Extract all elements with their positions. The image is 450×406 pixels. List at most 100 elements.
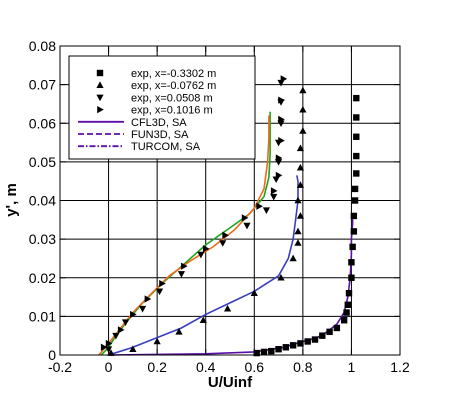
exp-point-series-4 [144,295,152,303]
exp-point-series-1 [345,290,353,297]
exp-point-series-1 [340,317,348,324]
exp-point-series-3 [121,319,130,326]
exp-point-series-1 [344,301,351,308]
exp-point-series-1 [353,94,360,102]
y-tick-label: 0.03 [29,231,56,247]
legend-marker [97,106,104,114]
exp-point-series-3 [197,251,205,259]
exp-point-series-1 [253,349,260,357]
y-tick-label: 0.08 [29,38,56,54]
exp-point-series-2 [199,316,207,324]
exp-point-series-1 [311,336,319,343]
exp-point-series-4 [278,96,285,104]
exp-point-series-4 [275,154,283,162]
exp-point-series-2 [299,86,307,94]
exp-point-series-2 [296,212,305,219]
exp-point-series-1 [351,185,359,193]
exp-point-series-4 [270,187,278,195]
y-tick-label: 0.05 [29,154,56,170]
exp-point-series-3 [262,207,271,214]
legend-marker [96,69,104,77]
y-tick-labels: 0 0.01 0.02 0.03 0.04 0.05 0.06 0.07 0.08 [29,38,56,363]
x-tick-label: 0.2 [147,359,167,375]
exp-point-series-4 [241,214,249,222]
exp-point-series-4 [278,115,285,123]
y-tick-label: 0.04 [29,193,56,209]
exp-point-series-2 [294,196,302,204]
exp-point-series-1 [319,332,326,339]
exp-point-series-3 [155,288,164,296]
exp-point-series-1 [289,342,297,349]
exp-point-series-2 [299,105,307,113]
x-tick-label: -0.2 [48,359,72,375]
exp-point-series-1 [353,170,360,177]
exp-point-series-1 [353,114,360,121]
exp-point-series-2 [129,345,137,353]
legend-label: exp, x=-0.3302 m [131,68,216,80]
exp-point-series-2 [296,181,305,188]
exp-point-series-1 [268,347,275,355]
exp-point-series-1 [349,243,356,251]
exp-point-series-3 [112,332,120,340]
exp-point-series-3 [272,176,280,184]
exp-point-series-4 [278,137,285,145]
y-tick-label: 0.06 [29,115,56,131]
exp-point-series-4 [222,231,229,239]
x-axis-title: U/Uinf [208,374,253,391]
legend-label: TURCOM, SA [131,141,201,153]
exp-point-series-4 [256,202,263,210]
exp-point-series-3 [277,79,285,87]
x-tick-label: 0.4 [196,359,216,375]
x-tick-labels: -0.2 0 0.2 0.4 0.6 0.8 1 1.2 [48,359,410,375]
x-tick-label: 1.2 [390,359,410,375]
experimental-points [100,75,360,357]
y-tick-label: 0 [48,347,56,363]
y-tick-label: 0.02 [29,270,56,286]
legend-label: FUN3D, SA [131,129,189,141]
exp-point-series-4 [105,339,113,348]
exp-point-series-2 [296,163,305,171]
exp-point-series-1 [348,274,355,281]
exp-point-series-1 [326,328,333,336]
exp-point-series-1 [282,344,290,351]
x-tick-label: 1 [348,359,356,375]
exp-point-series-2 [107,349,115,356]
exp-point-series-1 [343,309,350,316]
exp-point-series-4 [130,310,137,319]
exp-point-series-1 [304,338,311,345]
x-tick-label: 0.6 [245,359,265,375]
y-tick-label: 0.07 [29,77,56,93]
exp-point-series-4 [280,75,288,83]
exp-point-series-2 [296,144,305,152]
exp-point-series-1 [350,228,358,235]
exp-point-series-2 [223,304,232,312]
legend-label: exp, x=0.1016 m [131,105,213,117]
exp-point-series-1 [353,152,360,160]
exp-point-series-4 [159,279,166,288]
exp-point-series-2 [175,328,183,335]
exp-point-series-2 [294,239,302,246]
exp-point-series-4 [275,171,283,179]
legend-marker [96,94,104,102]
exp-point-series-3 [138,305,147,313]
exp-point-series-1 [275,346,282,353]
exp-point-series-3 [219,240,227,247]
exp-point-series-2 [153,337,161,345]
exp-point-series-1 [333,324,341,332]
exp-point-series-1 [297,340,304,347]
exp-point-series-1 [351,197,359,204]
legend-label: exp, x=0.0508 m [131,92,213,104]
exp-point-series-2 [294,227,302,235]
legend-label: exp, x=-0.0762 m [131,80,216,92]
x-tick-label: 0.8 [293,359,313,375]
exp-point-series-4 [181,262,188,270]
exp-point-series-1 [350,212,358,220]
exp-point-series-4 [100,343,108,351]
exp-point-series-3 [243,222,251,230]
y-tick-label: 0.01 [29,308,56,324]
cfd-line-2 [108,175,299,356]
